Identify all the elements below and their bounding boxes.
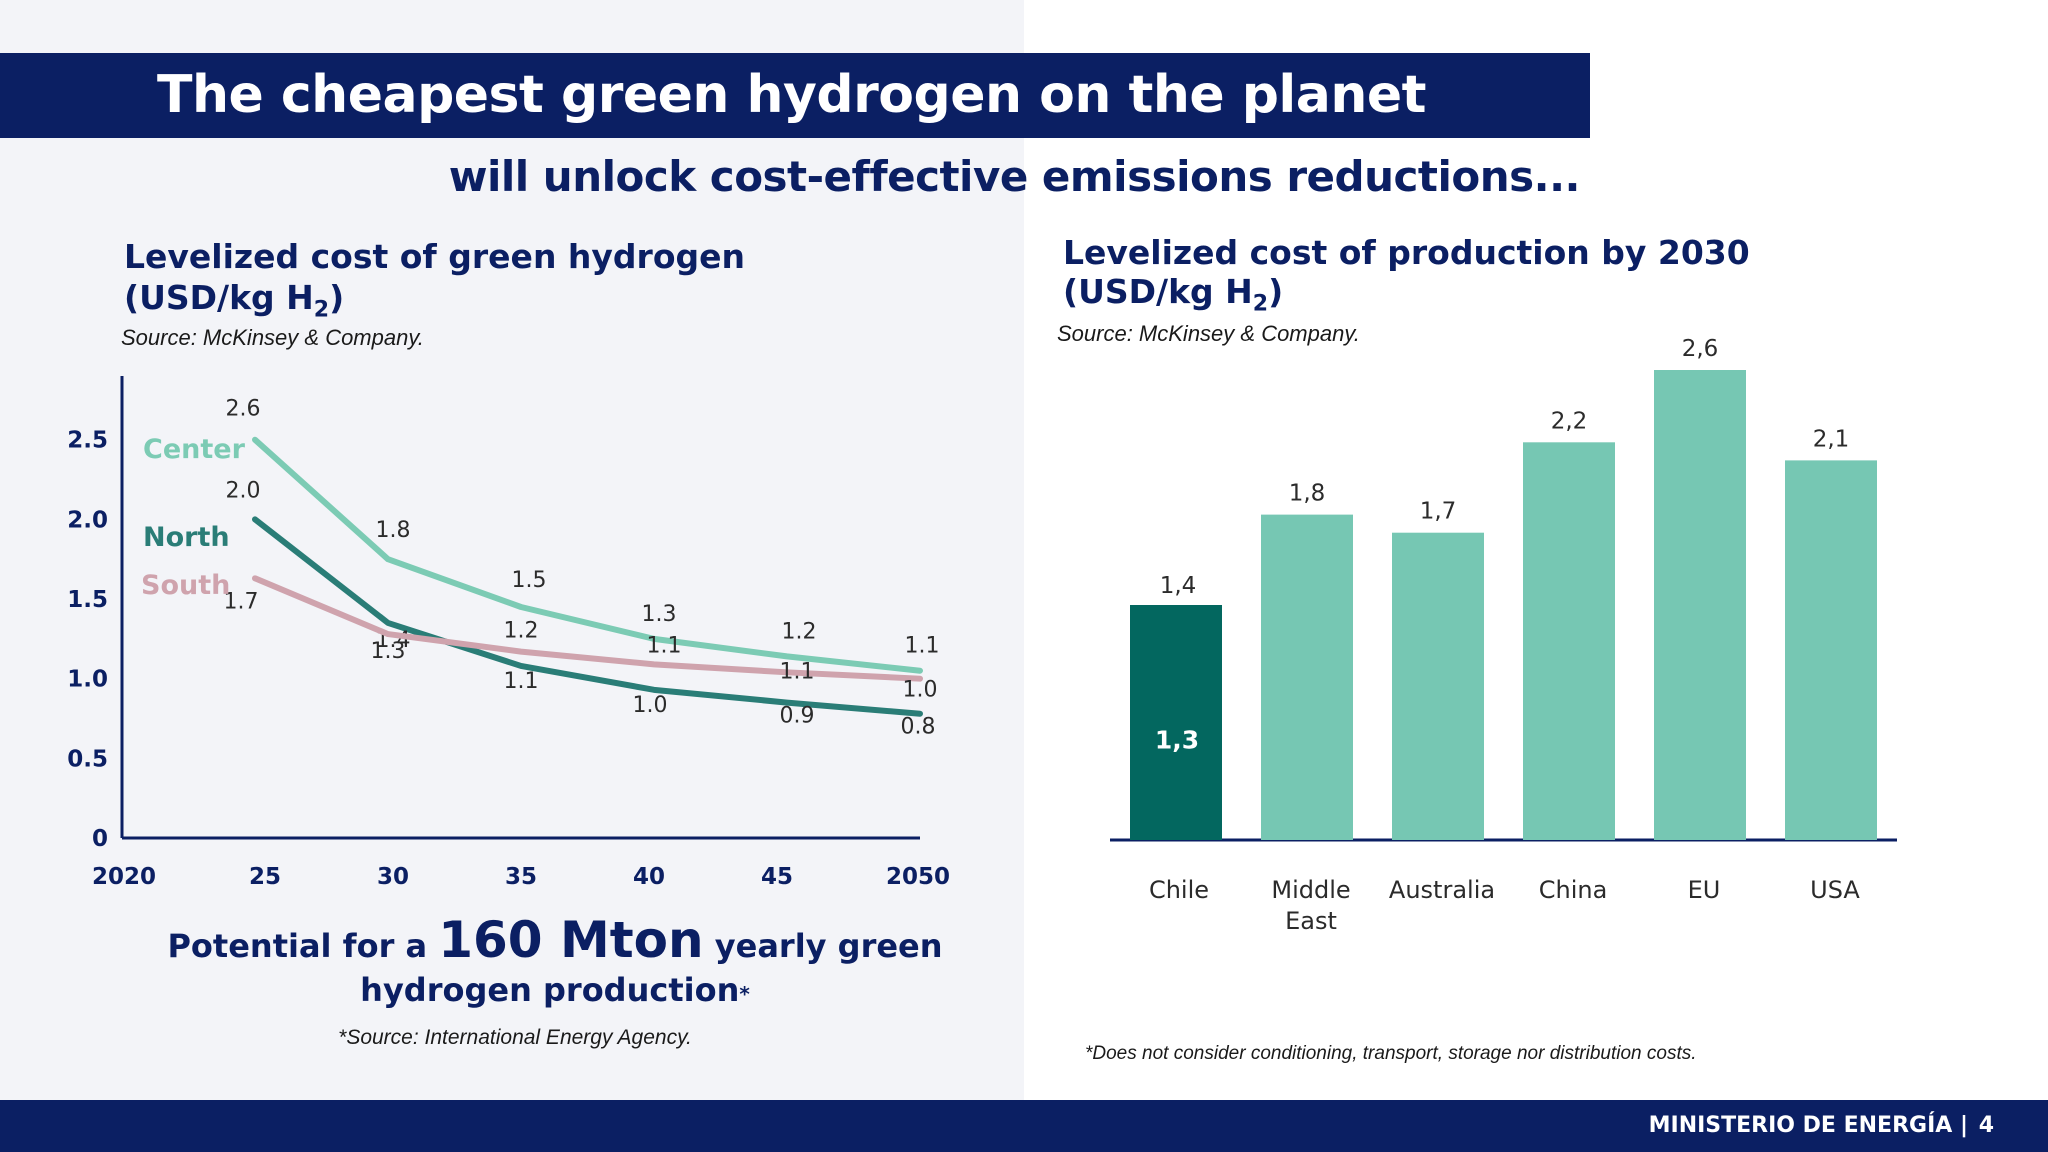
y-tick-label: 0 xyxy=(92,826,108,852)
series-name-south: South xyxy=(141,570,230,601)
line-chart-source: Source: McKinsey & Company. xyxy=(121,325,424,350)
x-tick-label: 2050 xyxy=(886,864,950,890)
bar-eu xyxy=(1654,370,1746,840)
line-chart-unit: (USD/kg H2) xyxy=(124,278,344,323)
series-name-north: North xyxy=(143,522,230,553)
data-label-south: 1.7 xyxy=(224,589,259,614)
data-label-north: 0.8 xyxy=(901,715,936,740)
bar-value-label: 2,2 xyxy=(1551,408,1588,434)
data-label-center: 1.8 xyxy=(376,518,411,543)
footer-bar: MINISTERIO DE ENERGÍA | 4 xyxy=(0,1100,2048,1152)
bar-chart-title: Levelized cost of production by 2030 xyxy=(1063,233,1750,272)
potential-text-b: yearly green xyxy=(714,927,943,965)
data-label-south: 1.0 xyxy=(903,678,938,703)
bar-value-label: 1,3 xyxy=(1155,726,1199,755)
data-label-south: 1.3 xyxy=(371,639,406,664)
data-label-south: 1.1 xyxy=(647,633,682,658)
potential-big-number: 160 Mton xyxy=(438,911,704,969)
line-chart-unit-prefix: (USD/kg H xyxy=(124,278,314,317)
bar-usa xyxy=(1785,460,1877,840)
data-label-north: 1.0 xyxy=(633,693,668,718)
potential-statement: Potential for a 160 Mton yearly green hy… xyxy=(120,915,990,1016)
x-tick-label: 40 xyxy=(633,864,665,890)
page-title: The cheapest green hydrogen on the plane… xyxy=(0,53,1590,138)
line-chart-unit-sub: 2 xyxy=(313,297,330,323)
series-line-south xyxy=(252,575,923,682)
bar-chart-unit: (USD/kg H2) xyxy=(1063,272,1283,317)
series-line-center xyxy=(252,436,923,674)
bar-china xyxy=(1523,442,1615,840)
data-label-center: 1.5 xyxy=(512,568,547,593)
data-label-center: 1.3 xyxy=(642,602,677,627)
data-label-north: 0.9 xyxy=(780,704,815,729)
category-label: East xyxy=(1285,907,1337,935)
data-label-north: 1.1 xyxy=(504,669,539,694)
y-tick-label: 1.5 xyxy=(67,587,108,613)
bar-chart-unit-suffix: ) xyxy=(1268,272,1284,311)
potential-source: *Source: International Energy Agency. xyxy=(338,1026,692,1049)
data-label-south: 1.2 xyxy=(504,619,539,644)
bar-value-label: 1,7 xyxy=(1420,499,1457,525)
bar-chart-unit-sub: 2 xyxy=(1252,291,1269,317)
category-label: China xyxy=(1539,876,1608,904)
data-label-center: 1.2 xyxy=(782,619,817,644)
line-chart-unit-suffix: ) xyxy=(329,278,345,317)
category-label: USA xyxy=(1810,876,1860,904)
y-tick-label: 1.0 xyxy=(67,667,108,693)
bar-chile xyxy=(1130,605,1222,840)
x-tick-label: 30 xyxy=(377,864,409,890)
left-panel xyxy=(0,0,1024,1100)
bar-chart-footnote: *Does not consider conditioning, transpo… xyxy=(1085,1043,1697,1064)
line-chart-title: Levelized cost of green hydrogen xyxy=(124,237,745,276)
y-tick-label: 2.5 xyxy=(67,428,108,454)
series-name-center: Center xyxy=(143,434,246,465)
bar-middle-east xyxy=(1261,514,1353,840)
bar-australia xyxy=(1392,532,1484,840)
series-line-north xyxy=(252,516,923,717)
data-label-north: 2.0 xyxy=(226,478,261,503)
bar-value-label: 2,1 xyxy=(1813,426,1850,452)
chile-extension-label: 1,4 xyxy=(1160,573,1197,599)
bar-chart-source: Source: McKinsey & Company. xyxy=(1057,321,1360,346)
category-label: EU xyxy=(1688,876,1721,904)
x-tick-label: 45 xyxy=(761,864,793,890)
data-label-center: 2.6 xyxy=(226,397,261,422)
category-label: Australia xyxy=(1389,876,1495,904)
x-tick-label: 35 xyxy=(505,864,537,890)
x-tick-label: 2020 xyxy=(92,864,156,890)
bar-chart-unit-prefix: (USD/kg H xyxy=(1063,272,1253,311)
data-label-south: 1.1 xyxy=(780,659,815,684)
x-tick-label: 25 xyxy=(249,864,281,890)
potential-star: * xyxy=(739,982,750,1006)
bar-value-label: 2,6 xyxy=(1682,336,1719,362)
category-label: Middle xyxy=(1271,876,1350,904)
page-subtitle: will unlock cost-effective emissions red… xyxy=(448,152,1581,201)
potential-text-c: hydrogen production xyxy=(360,971,740,1009)
category-label: Chile xyxy=(1149,876,1209,904)
footer-ministry: MINISTERIO DE ENERGÍA | xyxy=(1648,1113,1968,1138)
data-label-center: 1.1 xyxy=(905,634,940,659)
y-tick-label: 2.0 xyxy=(67,507,108,533)
footer-page-number: 4 xyxy=(1978,1113,1994,1138)
bar-value-label: 1,8 xyxy=(1289,481,1326,507)
potential-text-a: Potential for a xyxy=(167,927,428,965)
y-tick-label: 0.5 xyxy=(67,746,108,772)
